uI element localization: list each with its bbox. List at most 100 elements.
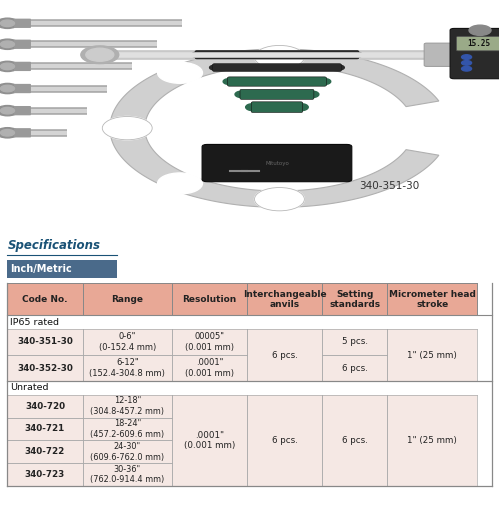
- FancyBboxPatch shape: [424, 43, 457, 67]
- FancyBboxPatch shape: [213, 63, 341, 71]
- Circle shape: [0, 39, 18, 49]
- Circle shape: [246, 103, 261, 111]
- Circle shape: [334, 65, 344, 70]
- Bar: [82, 355, 172, 381]
- Text: Unrated: Unrated: [10, 383, 48, 393]
- Text: IP65 rated: IP65 rated: [10, 317, 59, 327]
- Circle shape: [0, 20, 14, 27]
- Circle shape: [351, 52, 362, 57]
- Circle shape: [192, 52, 203, 57]
- Text: 340-351-30: 340-351-30: [17, 337, 73, 347]
- FancyBboxPatch shape: [457, 36, 499, 51]
- Bar: [7, 463, 82, 486]
- Text: 1" (25 mm): 1" (25 mm): [407, 351, 457, 359]
- Circle shape: [318, 78, 331, 84]
- Bar: [7, 260, 117, 279]
- FancyBboxPatch shape: [14, 106, 31, 115]
- Text: Range: Range: [111, 295, 143, 304]
- Bar: [247, 395, 322, 486]
- Text: 30-36"
(762.0-914.4 mm): 30-36" (762.0-914.4 mm): [90, 465, 164, 484]
- Bar: [322, 283, 387, 315]
- Text: .0001"
(0.001 mm): .0001" (0.001 mm): [185, 358, 234, 378]
- Circle shape: [0, 63, 14, 70]
- Text: Micrometer head
stroke: Micrometer head stroke: [389, 290, 476, 309]
- Bar: [7, 283, 82, 315]
- Text: 340-351-30: 340-351-30: [359, 181, 419, 191]
- FancyBboxPatch shape: [14, 84, 31, 93]
- Bar: [82, 440, 172, 463]
- Bar: [7, 440, 82, 463]
- FancyBboxPatch shape: [14, 128, 31, 137]
- Bar: [7, 381, 492, 395]
- Bar: [82, 463, 172, 486]
- Text: 00005"
(0.001 mm): 00005" (0.001 mm): [185, 332, 234, 352]
- Circle shape: [223, 78, 236, 84]
- Circle shape: [469, 25, 491, 35]
- Circle shape: [158, 173, 203, 194]
- FancyBboxPatch shape: [14, 18, 31, 28]
- Text: .0001"
(0.001 mm): .0001" (0.001 mm): [184, 431, 235, 450]
- Circle shape: [81, 46, 119, 63]
- Bar: [172, 395, 247, 486]
- Text: 15.25: 15.25: [467, 39, 490, 48]
- Circle shape: [305, 91, 319, 98]
- Text: 18-24"
(457.2-609.6 mm): 18-24" (457.2-609.6 mm): [90, 419, 164, 439]
- Bar: [7, 395, 82, 418]
- Text: 340-352-30: 340-352-30: [17, 364, 73, 373]
- Text: 340-721: 340-721: [25, 424, 65, 434]
- FancyBboxPatch shape: [202, 144, 352, 182]
- Circle shape: [462, 60, 472, 65]
- Text: 6-12"
(152.4-304.8 mm): 6-12" (152.4-304.8 mm): [89, 358, 165, 378]
- Text: Specifications: Specifications: [7, 239, 100, 252]
- Circle shape: [0, 83, 18, 94]
- FancyBboxPatch shape: [195, 51, 359, 59]
- FancyBboxPatch shape: [14, 39, 31, 49]
- Text: 6 pcs.: 6 pcs.: [271, 436, 297, 445]
- Bar: [7, 418, 82, 440]
- Text: 6 pcs.: 6 pcs.: [342, 364, 368, 373]
- Circle shape: [102, 117, 152, 140]
- Text: Resolution: Resolution: [183, 295, 237, 304]
- Circle shape: [293, 103, 308, 111]
- Bar: [82, 283, 172, 315]
- Text: Setting
standards: Setting standards: [329, 290, 380, 309]
- FancyBboxPatch shape: [228, 77, 326, 86]
- Bar: [322, 329, 387, 355]
- Text: 1" (25 mm): 1" (25 mm): [407, 436, 457, 445]
- Bar: [7, 355, 82, 381]
- Text: 340-723: 340-723: [25, 470, 65, 479]
- Bar: [322, 395, 387, 486]
- Text: Code No.: Code No.: [22, 295, 68, 304]
- Bar: [247, 283, 322, 315]
- Circle shape: [86, 48, 114, 61]
- Circle shape: [0, 41, 14, 48]
- Bar: [82, 418, 172, 440]
- Circle shape: [0, 105, 18, 116]
- Text: 24-30"
(609.6-762.0 mm): 24-30" (609.6-762.0 mm): [90, 442, 164, 461]
- FancyBboxPatch shape: [251, 102, 303, 113]
- FancyBboxPatch shape: [14, 62, 31, 71]
- Text: 0-6"
(0-152.4 mm): 0-6" (0-152.4 mm): [99, 332, 156, 352]
- Text: 340-722: 340-722: [25, 447, 65, 456]
- Text: 340-720: 340-720: [25, 401, 65, 411]
- Text: 5 pcs.: 5 pcs.: [342, 337, 368, 347]
- Circle shape: [254, 187, 304, 211]
- Circle shape: [0, 86, 14, 92]
- Text: Inch/Metric: Inch/Metric: [10, 264, 72, 274]
- Bar: [387, 283, 477, 315]
- Bar: [387, 395, 477, 486]
- Bar: [322, 355, 387, 381]
- Bar: [172, 283, 247, 315]
- Bar: [247, 329, 322, 381]
- Text: 12-18"
(304.8-457.2 mm): 12-18" (304.8-457.2 mm): [90, 396, 164, 416]
- Circle shape: [0, 130, 14, 136]
- Circle shape: [462, 55, 472, 59]
- Circle shape: [0, 61, 18, 72]
- Bar: [82, 395, 172, 418]
- Polygon shape: [110, 49, 439, 207]
- Circle shape: [158, 62, 203, 83]
- Circle shape: [254, 46, 304, 69]
- Bar: [82, 329, 172, 355]
- Text: 6 pcs.: 6 pcs.: [271, 351, 297, 359]
- Circle shape: [0, 127, 18, 138]
